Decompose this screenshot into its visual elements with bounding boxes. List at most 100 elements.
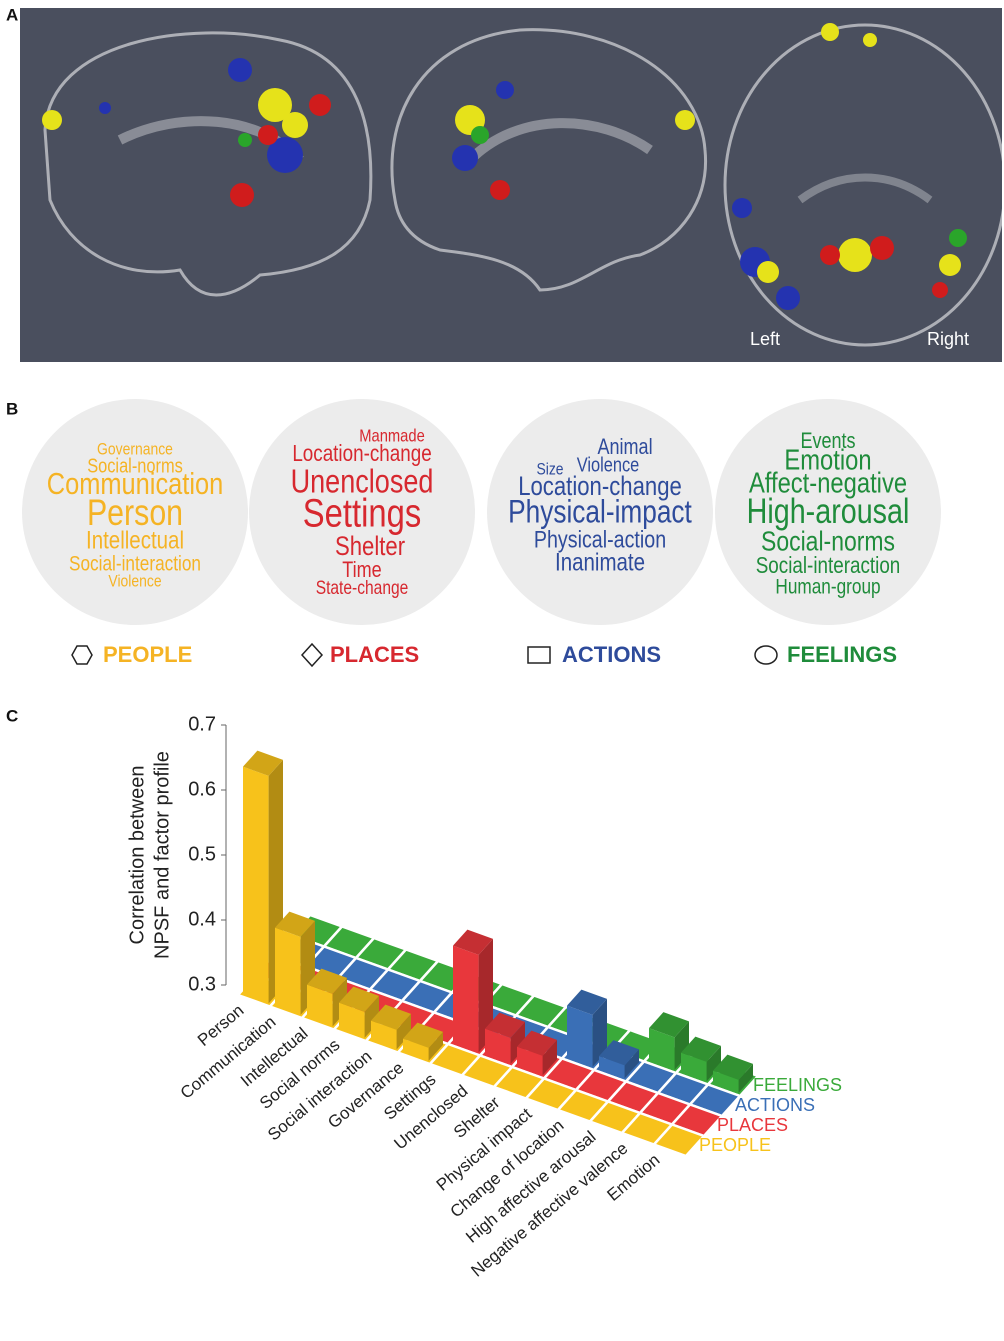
bar-top xyxy=(599,1040,639,1066)
bar-side xyxy=(396,1013,411,1050)
bar-front xyxy=(403,1038,429,1061)
cloud-word: Events xyxy=(800,429,855,453)
cloud-word: Shelter xyxy=(335,532,405,562)
cloud-word: High-arousal xyxy=(747,492,910,531)
cloud-word: State-change xyxy=(316,577,409,599)
y-tick-label: 0.6 xyxy=(188,778,216,800)
bar-front xyxy=(649,1028,675,1070)
series-label: FEELINGS xyxy=(753,1075,842,1095)
panel-label: A xyxy=(6,5,18,24)
bar-front xyxy=(713,1070,739,1093)
bar-side xyxy=(364,995,379,1038)
bar-front xyxy=(307,984,333,1027)
bar-top xyxy=(567,989,607,1015)
bar-side xyxy=(428,1031,443,1061)
right-label: Right xyxy=(927,329,969,349)
bar-top xyxy=(339,986,379,1012)
cloud-word: Violence xyxy=(108,572,161,591)
cloud-word: Emotion xyxy=(784,443,871,476)
bar-top xyxy=(243,750,283,776)
bar xyxy=(403,1022,443,1061)
bar-top xyxy=(371,1004,411,1030)
cloud-word: Manmade xyxy=(359,426,425,446)
cloud-word: Location-change xyxy=(518,472,682,502)
bar-top xyxy=(713,1054,753,1080)
cloud-word: Location-change xyxy=(292,441,431,466)
cloud-word: Social-interaction xyxy=(756,553,901,578)
series-label: PLACES xyxy=(717,1115,788,1135)
bar-front xyxy=(453,945,479,1053)
bar xyxy=(517,1030,557,1076)
cloud-word: Time xyxy=(342,558,381,582)
cloud-word: Inanimate xyxy=(555,548,645,576)
bar-side xyxy=(738,1063,753,1093)
bar-side xyxy=(592,998,607,1067)
panel-label: B xyxy=(6,399,18,418)
cloud-word: Governance xyxy=(97,440,173,459)
series-label: PEOPLE xyxy=(699,1135,771,1155)
bar-front xyxy=(275,927,301,1015)
bar-top xyxy=(681,1036,721,1062)
bar-top xyxy=(403,1022,443,1048)
bar xyxy=(681,1036,721,1082)
legend-label: FEELINGS xyxy=(787,642,897,667)
y-tick-label: 0.3 xyxy=(188,973,216,995)
cloud-word: Animal xyxy=(597,435,652,459)
bar xyxy=(567,989,607,1067)
legend-shapes xyxy=(71,642,778,668)
left-label: Left xyxy=(750,329,780,349)
cloud-word: Physical-impact xyxy=(508,495,692,530)
cloud-word: Social-norms xyxy=(761,526,895,557)
word-cloud-bg xyxy=(22,399,248,625)
bar xyxy=(275,911,315,1015)
bar-front xyxy=(599,1056,625,1079)
legend-label: ACTIONS xyxy=(562,642,661,667)
bar-side xyxy=(542,1039,557,1076)
floor-cell xyxy=(651,1123,707,1158)
word-cloud-bg xyxy=(249,399,475,625)
y-tick-label: 0.7 xyxy=(188,713,216,735)
bar-top xyxy=(649,1012,689,1038)
activation-blobs xyxy=(42,23,967,310)
panel-label: C xyxy=(6,706,18,725)
cloud-word: Unenclosed xyxy=(291,464,434,500)
bar-side xyxy=(624,1049,639,1079)
cloud-word: Communication xyxy=(47,467,223,502)
bar xyxy=(599,1040,639,1079)
bar-front xyxy=(371,1020,397,1050)
bar-front xyxy=(681,1052,707,1082)
bar-top xyxy=(453,929,493,955)
cloud-word: Violence xyxy=(577,453,640,476)
y-tick-label: 0.5 xyxy=(188,843,216,865)
bar-side xyxy=(510,1021,525,1064)
bar xyxy=(339,986,379,1038)
bar-top xyxy=(307,968,347,994)
bar xyxy=(649,1012,689,1070)
bar-top xyxy=(485,1012,525,1038)
y-tick-label: 0.4 xyxy=(188,908,216,930)
bar-front xyxy=(485,1028,511,1064)
cloud-word: Person xyxy=(87,492,183,534)
bar xyxy=(485,1012,525,1064)
bar-front xyxy=(567,1005,593,1067)
bar-top xyxy=(275,911,315,937)
cloud-word: Social-norms xyxy=(87,454,183,477)
bar-top xyxy=(517,1030,557,1056)
bar-front xyxy=(339,1002,365,1038)
legend-label: PEOPLE xyxy=(103,642,192,667)
cloud-word: Social-interaction xyxy=(69,553,201,576)
cloud-word: Affect-negative xyxy=(749,466,907,499)
bar xyxy=(713,1054,753,1093)
y-axis-label: Correlation between xyxy=(126,766,148,945)
bar-front xyxy=(243,766,269,1004)
cloud-word: Size xyxy=(536,460,563,479)
series-label: ACTIONS xyxy=(735,1095,815,1115)
cloud-word: Intellectual xyxy=(86,526,184,554)
word-cloud: GovernanceSocial-normsCommunicationPerso… xyxy=(47,440,223,591)
bar-side xyxy=(706,1045,721,1082)
cloud-word: Physical-action xyxy=(534,525,666,552)
cloud-word: Settings xyxy=(303,490,421,535)
bar-front xyxy=(517,1046,543,1076)
